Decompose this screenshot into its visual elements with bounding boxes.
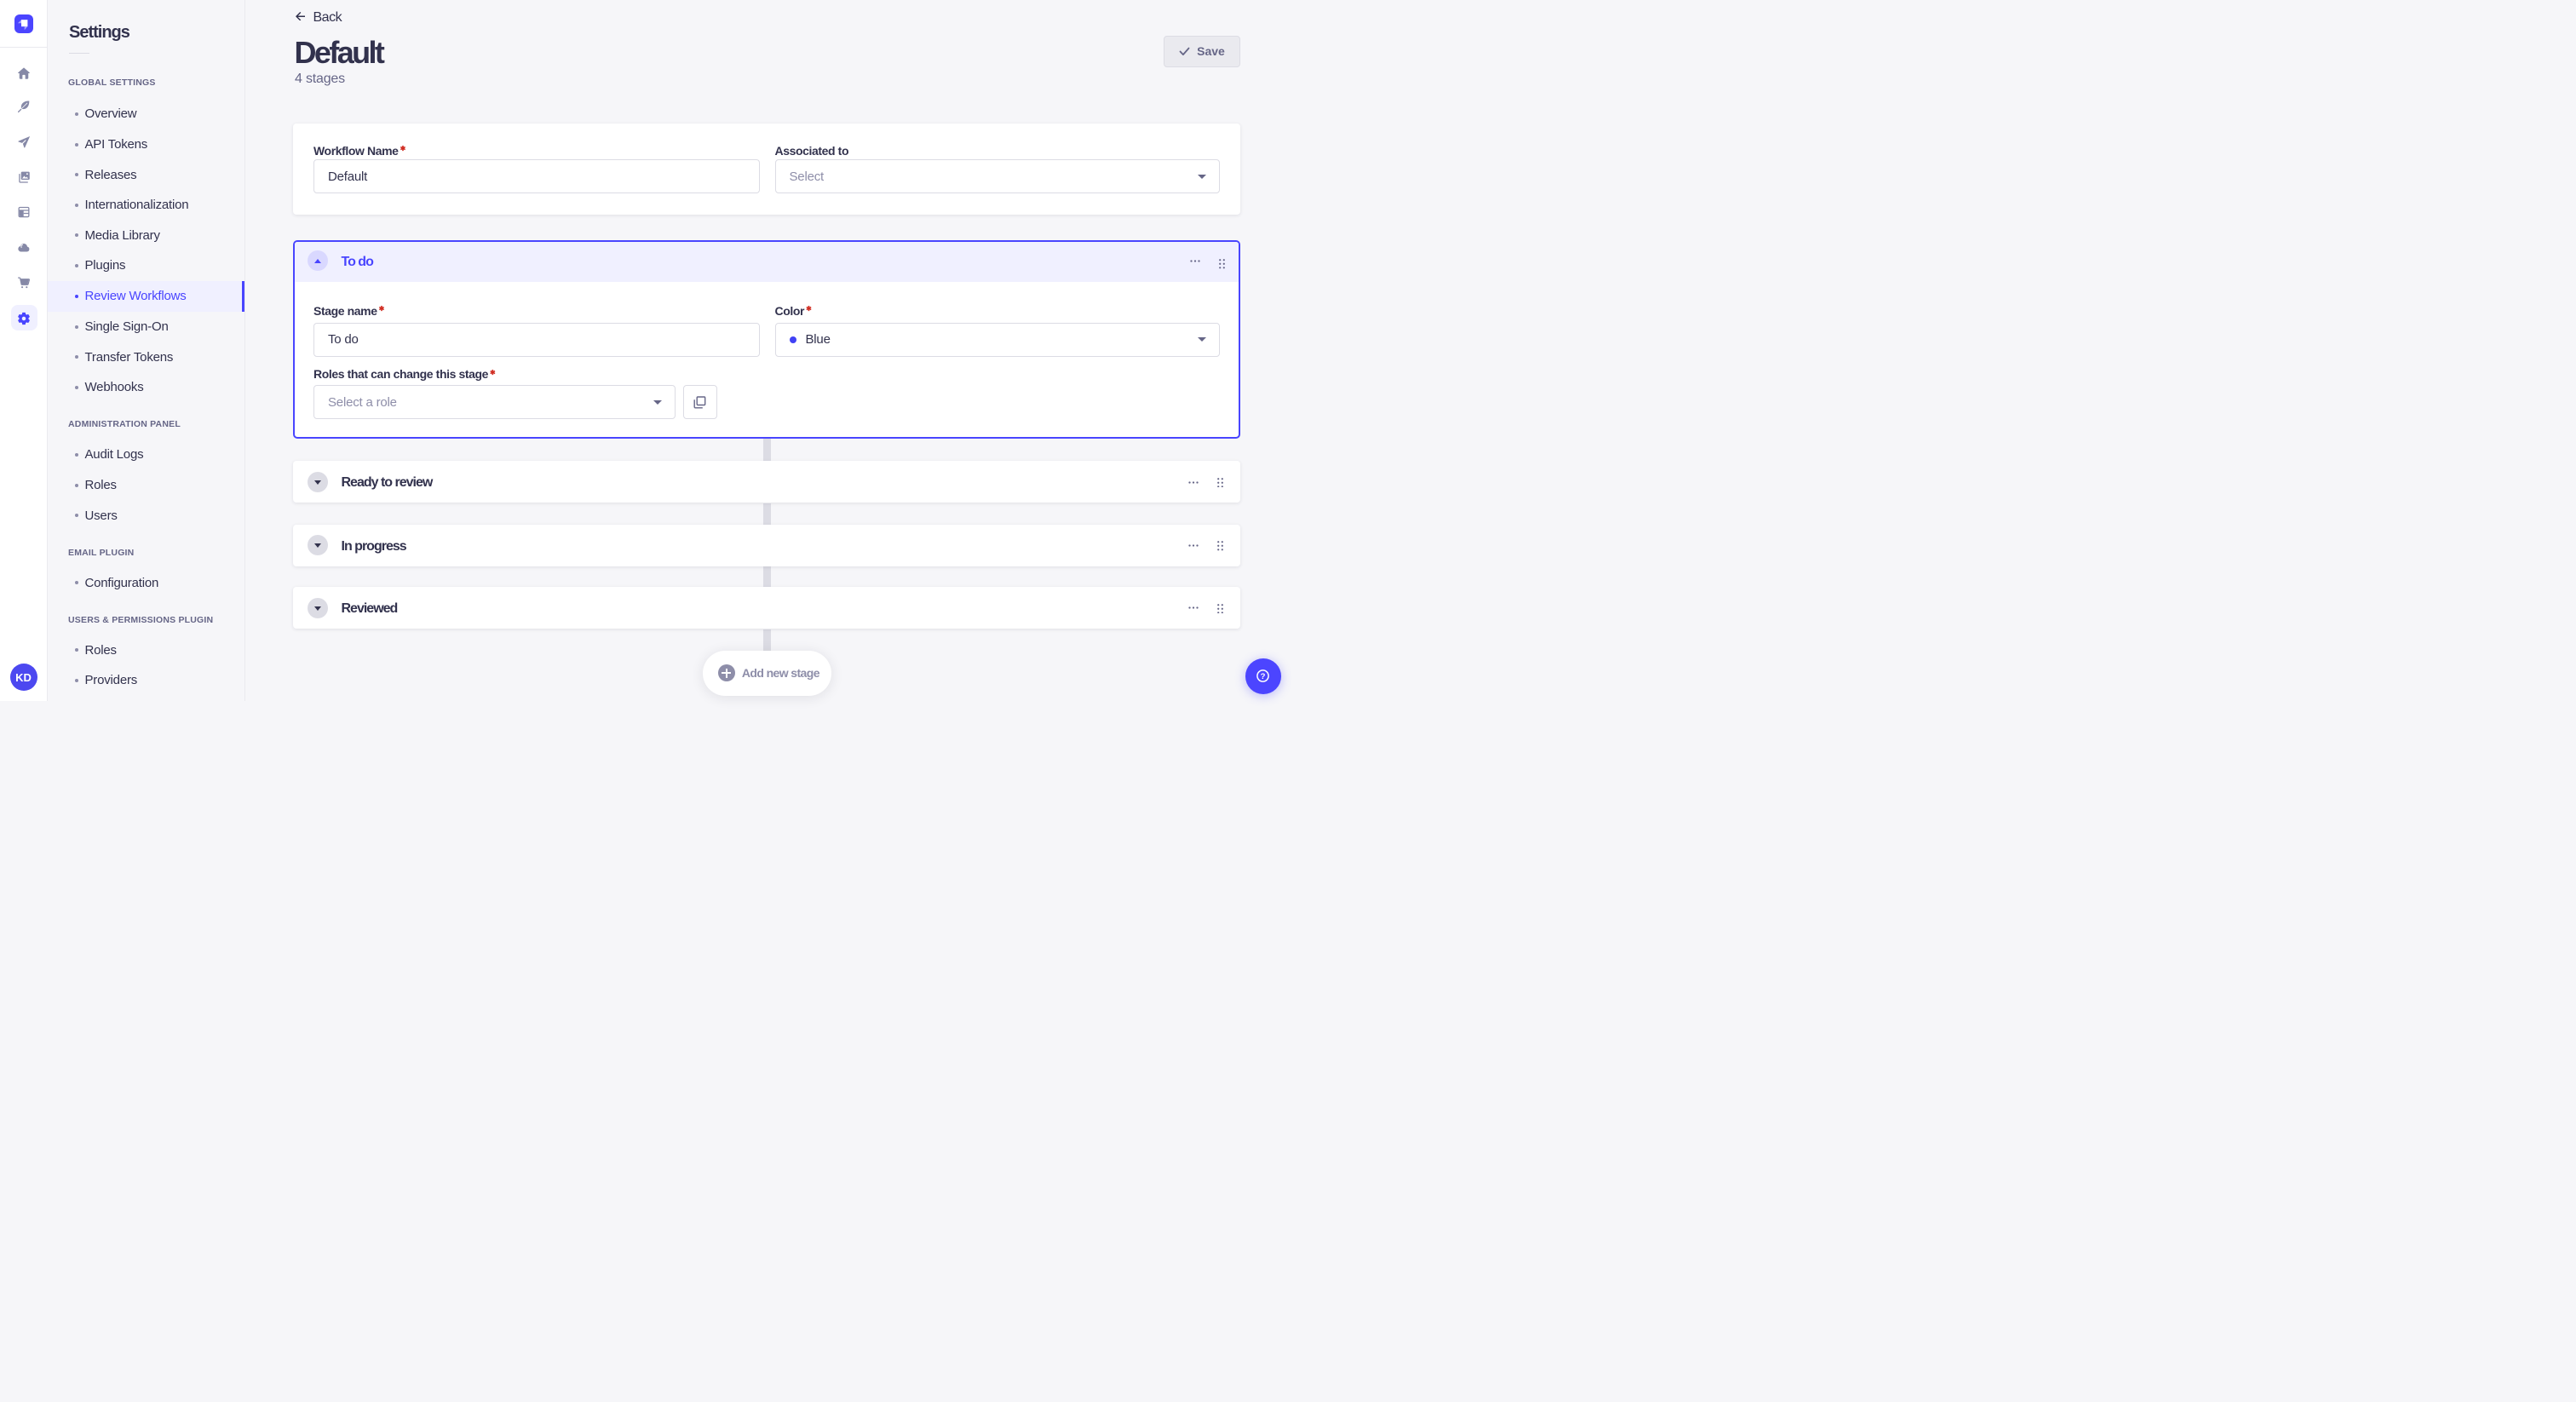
- svg-text:?: ?: [1261, 672, 1266, 681]
